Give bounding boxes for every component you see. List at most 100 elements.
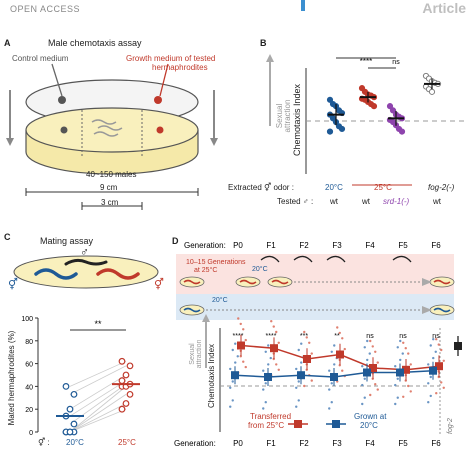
point-red (239, 322, 242, 326)
generation-top-F1: F1 (266, 241, 276, 250)
point-blue (297, 348, 300, 352)
point-blue (229, 405, 232, 408)
dim-3cm-label: 3 cm (101, 198, 119, 207)
point-red (272, 325, 275, 328)
plate-blue-1-worm (183, 307, 201, 313)
point-red (440, 381, 443, 384)
data-point-20 (66, 428, 74, 436)
point-blue (269, 356, 272, 360)
point-red (308, 341, 311, 344)
panel-b-chart: Sexual attraction Chemotaxis Index **** ns (266, 54, 468, 186)
point-blue (432, 356, 435, 360)
data-point (338, 125, 346, 133)
data-point (389, 107, 397, 114)
y-tick-label: 0 (29, 430, 33, 437)
point-red (310, 379, 313, 382)
red-band (176, 254, 454, 294)
pair-line (69, 403, 127, 433)
mean-red (369, 364, 377, 372)
panel-c-chart: Mated hermaphrodites (%) 0 20 40 60 80 100 ** (7, 316, 140, 437)
point-blue (399, 339, 402, 343)
point-blue (394, 383, 397, 387)
point-blue (396, 346, 399, 349)
data-point (326, 128, 334, 135)
point-blue (429, 375, 432, 379)
generation-top-F4: F4 (365, 241, 375, 250)
point-blue (330, 350, 333, 353)
box-text-1: 10–15 Generations (186, 259, 246, 266)
generation-bottom-F6: F6 (431, 439, 441, 448)
point-red (341, 337, 344, 340)
point-red (275, 363, 278, 366)
point-blue (333, 363, 336, 366)
point-blue (295, 386, 298, 389)
point-blue (264, 382, 267, 385)
point-blue (394, 402, 397, 406)
point-blue (300, 361, 303, 364)
open-access-label: OPEN ACCESS (10, 4, 81, 14)
point-blue (328, 407, 331, 410)
attraction-arrow-head (202, 314, 210, 322)
generation-top-F5: F5 (398, 241, 408, 250)
point-red (407, 384, 410, 388)
tested-label: Tested ♂ : (277, 197, 314, 206)
point-red (374, 350, 377, 353)
point-blue (363, 346, 366, 349)
point-blue (396, 377, 399, 380)
point-blue (427, 401, 430, 404)
pair-line (69, 360, 127, 387)
point-red (369, 339, 372, 343)
point-blue (231, 348, 234, 352)
data-point (370, 103, 378, 110)
point-red (343, 347, 346, 351)
males-count-label: 40~150 males (86, 170, 137, 179)
sig-label-2: ns (392, 59, 400, 66)
point-blue (427, 382, 430, 385)
plate-red-3-worm (271, 279, 289, 285)
data-point-25 (122, 400, 130, 407)
plate-red-2-worm (239, 279, 257, 285)
cond-20-label: 20°C (325, 183, 343, 192)
point-red (244, 365, 247, 369)
growth-medium-label-1: Growth medium of tested (126, 54, 216, 63)
data-point-20 (70, 420, 78, 428)
point-red (409, 363, 412, 366)
legend-blue-1: Grown at (354, 412, 387, 421)
point-blue (231, 399, 234, 402)
plate-blue-2-worm (433, 307, 451, 313)
point-red (338, 331, 341, 335)
legend-red-2: from 25°C (248, 421, 284, 430)
point-blue (330, 382, 333, 385)
point-red (437, 343, 440, 346)
mating-illustration: ♂ ⚥ ⚥ (8, 245, 164, 291)
data-point (398, 128, 406, 135)
sig-F2: *** (300, 333, 308, 340)
svg-text:♂: ♂ (80, 245, 89, 259)
cond-fog-label: fog-2(-) (428, 183, 455, 192)
generation-top-P0: P0 (233, 241, 243, 250)
data-point (428, 88, 436, 95)
sig-label-1: **** (360, 57, 372, 66)
svg-text:⚥: ⚥ (154, 277, 164, 291)
point-blue (229, 367, 232, 371)
red-arrow-head (422, 278, 432, 286)
point-blue (401, 352, 404, 355)
point-blue (234, 361, 237, 364)
temp-20-a: 20°C (252, 265, 268, 273)
pair-line (69, 386, 127, 433)
generation-bottom-F4: F4 (365, 439, 375, 448)
point-red (244, 338, 247, 342)
transfer-arrow (326, 255, 346, 263)
panel-a-label: A (4, 38, 11, 48)
point-red (371, 345, 374, 348)
point-red (407, 352, 410, 355)
geno-srd-label: srd-1(-) (383, 197, 410, 206)
panel-c-xlabel-symbol: ⚥ : (38, 438, 50, 447)
point-blue (333, 344, 336, 347)
y-tick-label: 20 (25, 407, 33, 414)
point-blue (363, 396, 366, 399)
panel-b-label: B (260, 38, 267, 48)
sig-F5: ns (399, 333, 407, 340)
sig-label: ** (94, 319, 102, 329)
data-point-25 (118, 405, 126, 413)
